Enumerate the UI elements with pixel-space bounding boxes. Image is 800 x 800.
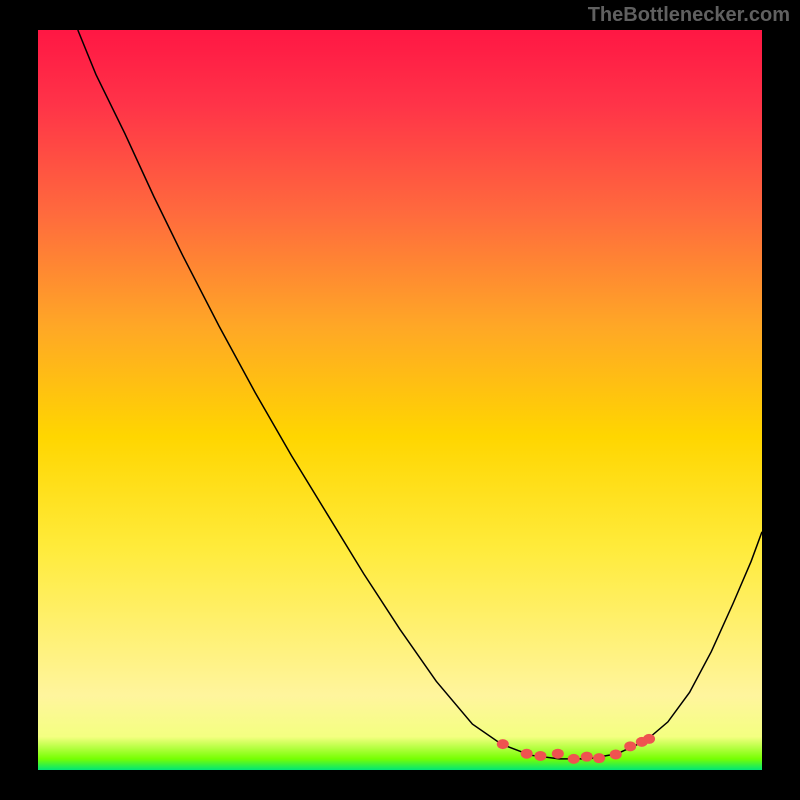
marker-dot <box>568 754 580 764</box>
marker-dot <box>581 752 593 762</box>
marker-dot <box>497 739 509 749</box>
marker-dot <box>610 749 622 759</box>
marker-dot <box>521 749 533 759</box>
marker-dot <box>643 734 655 744</box>
marker-dot <box>534 751 546 761</box>
watermark-text: TheBottlenecker.com <box>588 4 790 27</box>
marker-dot <box>552 749 564 759</box>
marker-dot <box>593 753 605 763</box>
gradient-background <box>38 30 762 770</box>
bottleneck-chart <box>0 0 800 800</box>
marker-dot <box>624 741 636 751</box>
